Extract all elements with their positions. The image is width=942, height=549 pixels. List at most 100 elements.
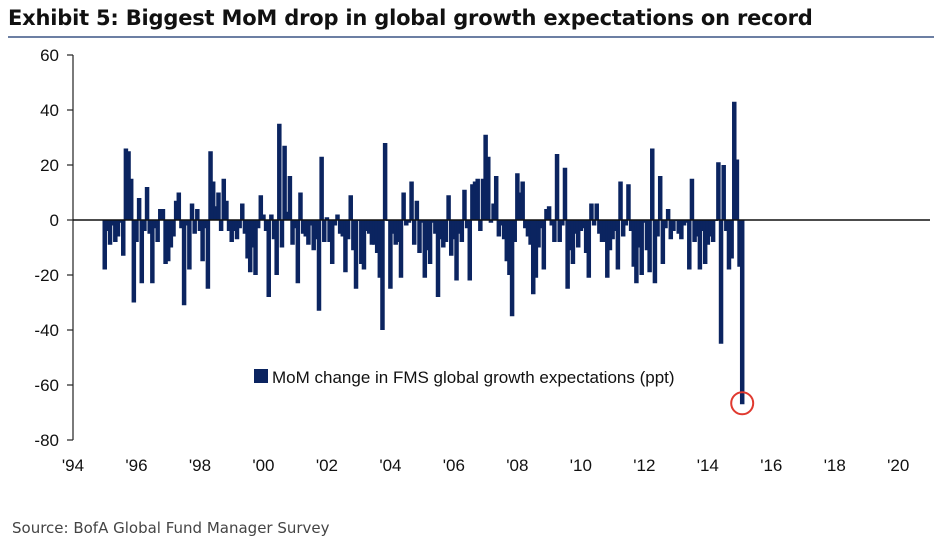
bar (443, 220, 449, 242)
x-tick-label: '00 (252, 456, 274, 475)
bar (422, 220, 428, 278)
bar (732, 101, 737, 220)
bar (144, 187, 150, 220)
bar (538, 220, 544, 229)
bar (615, 220, 621, 270)
bar (520, 181, 525, 220)
bar (626, 184, 631, 220)
x-tick-label: '04 (379, 456, 401, 475)
legend: MoM change in FMS global growth expectat… (254, 368, 675, 387)
bar-series (102, 101, 745, 405)
bar (676, 220, 681, 234)
bar (557, 220, 562, 242)
bar (554, 154, 560, 220)
bar (245, 220, 250, 259)
bar (308, 220, 314, 226)
bar (115, 220, 121, 237)
x-tick-label: '02 (316, 456, 338, 475)
bar (665, 209, 671, 220)
bar (552, 220, 557, 242)
bar (623, 220, 629, 226)
bar (504, 220, 510, 262)
bar (636, 220, 642, 248)
bar (197, 220, 203, 231)
bar (462, 189, 467, 220)
bar (605, 220, 610, 278)
x-tick-label: '10 (570, 456, 592, 475)
bar (205, 220, 211, 289)
bar (470, 184, 475, 220)
bar (700, 220, 705, 231)
y-tick-label: -40 (34, 321, 59, 340)
bar (372, 220, 377, 245)
bar (599, 220, 605, 242)
bar (568, 220, 573, 251)
bar (398, 220, 404, 278)
bar (179, 220, 184, 229)
bar (184, 220, 189, 226)
bar (292, 220, 298, 229)
bar (610, 220, 615, 240)
bar (274, 220, 279, 275)
bar (671, 220, 676, 231)
y-tick-label: 40 (40, 101, 59, 120)
bar (176, 192, 182, 220)
bar (396, 220, 401, 242)
bar (724, 220, 729, 231)
bar (607, 220, 613, 251)
bar (189, 203, 195, 220)
bar (737, 220, 742, 267)
bar (152, 220, 158, 229)
bar (277, 123, 282, 220)
bar (493, 176, 499, 220)
bar (282, 145, 287, 220)
x-tick-label: '12 (633, 456, 655, 475)
bar (134, 220, 139, 242)
bar (224, 200, 229, 220)
bar (716, 162, 721, 220)
bar (314, 220, 319, 240)
x-axis: '94 '96 '98 '00 '02 '04 '06 '08 '10 '12 '14 '16 '18 '… (62, 456, 909, 475)
bar (247, 220, 253, 273)
bar (240, 203, 245, 220)
bar (290, 220, 295, 245)
bar (250, 220, 256, 248)
bar (171, 220, 176, 237)
bar (113, 220, 118, 242)
y-tick-label: 20 (40, 156, 59, 175)
bar (467, 220, 473, 281)
bar (491, 203, 496, 220)
chart-title: Exhibit 5: Biggest MoM drop in global gr… (8, 6, 813, 30)
bar (366, 220, 372, 234)
bar (200, 220, 205, 262)
source-note: Source: BofA Global Fund Manager Survey (12, 519, 330, 537)
bar (123, 148, 129, 220)
bar (692, 220, 697, 242)
bar (195, 209, 200, 220)
bar (546, 206, 552, 220)
bar (210, 181, 216, 220)
bar (417, 220, 422, 253)
bar (242, 220, 248, 234)
bar (668, 220, 674, 240)
y-axis: 60 40 20 0 -20 -40 -60 -80 (34, 46, 74, 450)
bar (298, 192, 303, 220)
bar (438, 220, 443, 240)
x-tick-label: '94 (62, 456, 84, 475)
bar (279, 220, 285, 248)
bar (168, 220, 174, 248)
bar (660, 220, 666, 264)
bar (377, 220, 383, 278)
bar (650, 148, 655, 220)
bar (173, 200, 179, 220)
bar (348, 195, 353, 220)
bar (515, 173, 520, 220)
bar (578, 220, 584, 231)
bar (694, 220, 700, 237)
legend-swatch (254, 369, 268, 383)
bar (388, 220, 393, 289)
bar (456, 220, 462, 234)
bar (158, 209, 163, 220)
bar (530, 220, 536, 295)
